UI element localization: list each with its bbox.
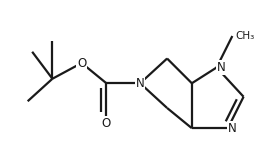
Text: CH₃: CH₃ (236, 31, 255, 41)
Text: N: N (136, 77, 145, 90)
Text: N: N (217, 61, 225, 74)
Text: O: O (77, 57, 86, 69)
Text: N: N (228, 122, 237, 135)
Text: O: O (102, 117, 111, 130)
